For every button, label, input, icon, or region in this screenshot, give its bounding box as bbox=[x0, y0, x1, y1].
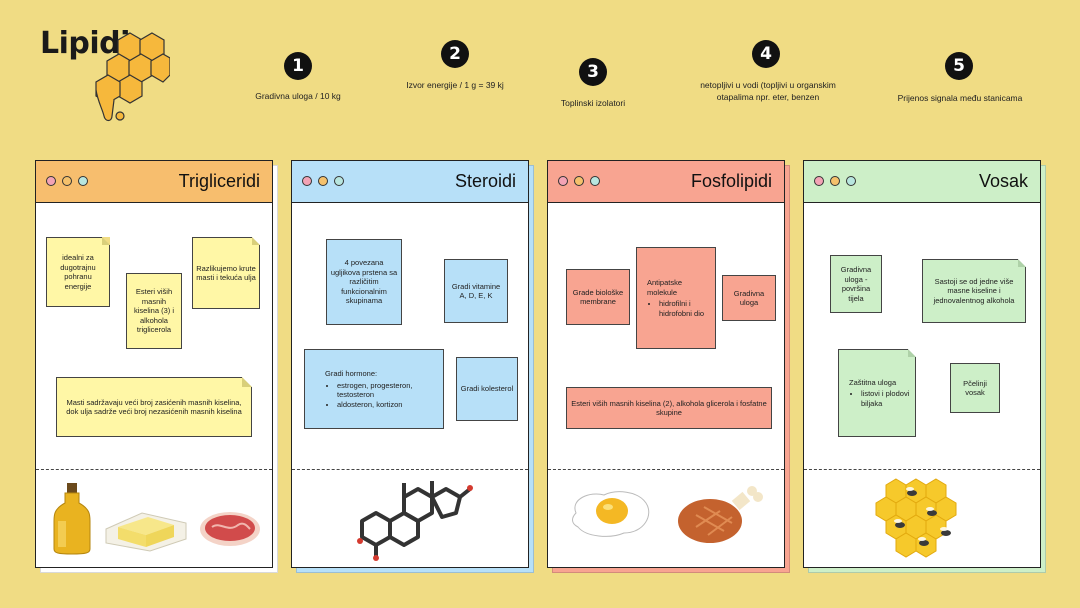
dot-orange-icon bbox=[830, 176, 840, 186]
butter-icon bbox=[105, 512, 187, 552]
oil-bottle-icon bbox=[53, 483, 91, 555]
dot-red-icon bbox=[46, 176, 56, 186]
note-vitamins: Gradi vitamine A, D, E, K bbox=[444, 259, 508, 323]
note-text: Antipatske molekule bbox=[647, 278, 683, 297]
note-energy-storage: idealni za dugotrajnu pohranu energije bbox=[46, 237, 110, 307]
note-text: Sastoji se od jedne više masne kiseline … bbox=[933, 276, 1015, 305]
dot-red-icon bbox=[302, 176, 312, 186]
note-cholesterol: Gradi kolesterol bbox=[456, 357, 518, 421]
role-text-5: Prijenos signala među stanicama bbox=[897, 93, 1023, 103]
dot-orange-icon bbox=[62, 176, 72, 186]
ham-icon bbox=[678, 486, 763, 543]
role-text-4: netopljivi u vodi (topljivi u organskim … bbox=[700, 80, 836, 102]
parts-list: hidrofilni i hidrofobni dio bbox=[647, 299, 712, 318]
note-text: Esteri viših masnih kiselina (2), alkoho… bbox=[571, 398, 767, 418]
window-dots bbox=[814, 176, 856, 186]
card-divider bbox=[548, 469, 784, 470]
card-title: Steroidi bbox=[454, 171, 516, 191]
card-divider bbox=[292, 469, 528, 470]
note-text: Zaštitna uloga bbox=[849, 377, 897, 387]
window-dots bbox=[558, 176, 600, 186]
window-dots bbox=[46, 176, 88, 186]
card-vosak: Vosak Gradivna uloga - površina tijela S… bbox=[803, 160, 1041, 568]
note-text: Esteri viših masnih kiselina (3) i alkoh… bbox=[133, 287, 174, 335]
note-text: Masti sadržavaju veći broj zasićenih mas… bbox=[66, 397, 242, 417]
note-body-surface: Gradivna uloga - površina tijela bbox=[830, 255, 882, 313]
card-title: Trigliceridi bbox=[178, 171, 260, 191]
role-number-3: 3 bbox=[579, 58, 607, 86]
note-text: 4 povezana ugljikova prstena sa različit… bbox=[330, 258, 398, 306]
card-header: Steroidi bbox=[292, 161, 528, 203]
dot-teal-icon bbox=[334, 176, 344, 186]
dot-orange-icon bbox=[318, 176, 328, 186]
note-text: Grade biološke membrane bbox=[572, 287, 624, 307]
list-item: hidrofilni i hidrofobni dio bbox=[659, 299, 712, 318]
role-text-1: Gradivna uloga / 10 kg bbox=[255, 91, 341, 101]
steak-icon bbox=[200, 512, 260, 546]
card-fosfolipidi: Fosfolipidi Grade biološke membrane Anti… bbox=[547, 160, 785, 568]
dot-teal-icon bbox=[590, 176, 600, 186]
note-fats-oils: Razlikujemo krute masti i tekuća ulja bbox=[192, 237, 260, 309]
dot-orange-icon bbox=[574, 176, 584, 186]
note-amphipathic: Antipatske molekule hidrofilni i hidrofo… bbox=[636, 247, 716, 349]
hormone-list: estrogen, progesteron, testosteron aldos… bbox=[325, 381, 440, 410]
list-item: estrogen, progesteron, testosteron bbox=[337, 381, 440, 400]
note-text: Gradi vitamine A, D, E, K bbox=[451, 281, 501, 301]
note-text: Pčelinji vosak bbox=[963, 378, 987, 398]
note-text: Razlikujemo krute masti i tekuća ulja bbox=[196, 263, 256, 283]
role-number-5: 5 bbox=[945, 52, 973, 80]
note-membranes: Grade biološke membrane bbox=[566, 269, 630, 325]
note-hormones: Gradi hormone: estrogen, progesteron, te… bbox=[304, 349, 444, 429]
note-fatty-acid-esters: Esteri viših masnih kiselina (2), alkoho… bbox=[566, 387, 772, 429]
card-title: Vosak bbox=[978, 171, 1028, 191]
steroid-molecule-icon bbox=[357, 481, 473, 561]
note-saturated: Masti sadržavaju veći broj zasićenih mas… bbox=[56, 377, 252, 437]
card-divider bbox=[804, 469, 1040, 470]
note-text: Gradi kolesterol bbox=[460, 384, 514, 394]
logo-title: Lipidi bbox=[40, 26, 130, 61]
role-text-3: Toplinski izolatori bbox=[560, 98, 626, 108]
fried-egg-icon bbox=[572, 491, 650, 537]
card-header: Fosfolipidi bbox=[548, 161, 784, 203]
role-number-4: 4 bbox=[752, 40, 780, 68]
role-text-2: Izvor energije / 1 g = 39 kj bbox=[406, 80, 504, 90]
role-number-2: 2 bbox=[441, 40, 469, 68]
note-esters: Esteri viših masnih kiselina (3) i alkoh… bbox=[126, 273, 182, 349]
note-structural: Gradivna uloga bbox=[722, 275, 776, 321]
list-item: aldosteron, kortizon bbox=[337, 400, 440, 410]
honeycomb-logo-icon bbox=[95, 32, 170, 122]
note-text: Gradi hormone: bbox=[325, 369, 378, 378]
protect-list: listovi i plodovi biljaka bbox=[849, 389, 912, 408]
note-beeswax: Pčelinji vosak bbox=[950, 363, 1000, 413]
honeycomb-bees-icon bbox=[875, 478, 957, 558]
card-steroidi: Steroidi 4 povezana ugljikova prstena sa… bbox=[291, 160, 529, 568]
dot-red-icon bbox=[814, 176, 824, 186]
card-header: Trigliceridi bbox=[36, 161, 272, 203]
note-text: Gradivna uloga - površina tijela bbox=[840, 265, 872, 303]
note-text: Gradivna uloga bbox=[733, 288, 765, 308]
dot-red-icon bbox=[558, 176, 568, 186]
card-title: Fosfolipidi bbox=[690, 171, 772, 191]
dot-teal-icon bbox=[846, 176, 856, 186]
window-dots bbox=[302, 176, 344, 186]
card-trigliceridi: Trigliceridi idealni za dugotrajnu pohra… bbox=[35, 160, 273, 568]
role-number-1: 1 bbox=[284, 52, 312, 80]
note-protection: Zaštitna uloga listovi i plodovi biljaka bbox=[838, 349, 916, 437]
dot-teal-icon bbox=[78, 176, 88, 186]
list-item: listovi i plodovi biljaka bbox=[861, 389, 912, 408]
card-divider bbox=[36, 469, 272, 470]
note-carbon-rings: 4 povezana ugljikova prstena sa različit… bbox=[326, 239, 402, 325]
note-composition: Sastoji se od jedne više masne kiseline … bbox=[922, 259, 1026, 323]
note-text: idealni za dugotrajnu pohranu energije bbox=[60, 253, 96, 291]
card-header: Vosak bbox=[804, 161, 1040, 203]
